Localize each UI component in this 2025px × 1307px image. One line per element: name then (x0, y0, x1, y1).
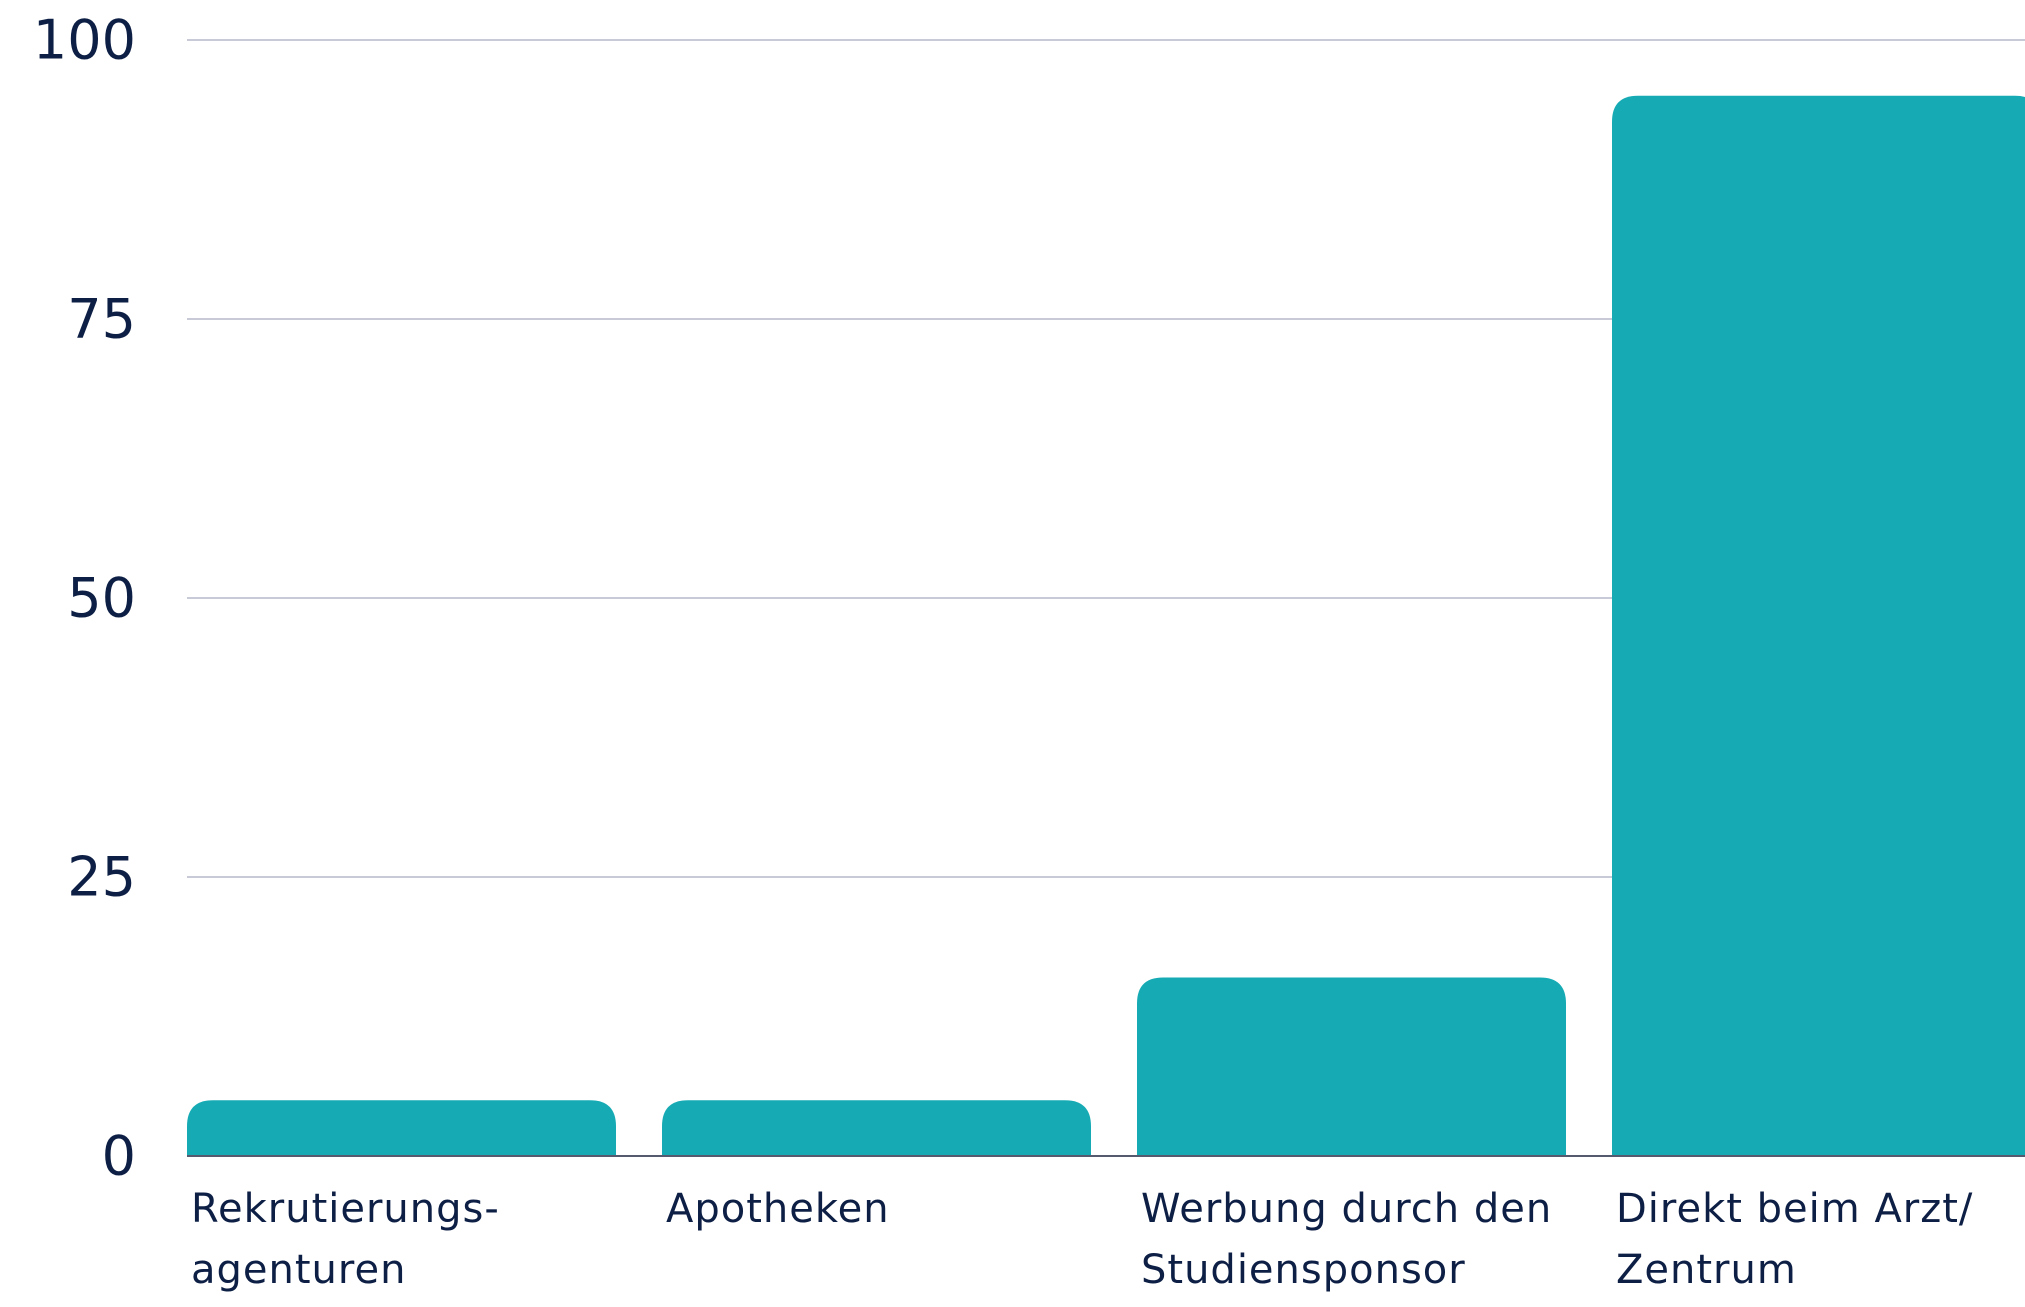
label-line: Direkt beim Arzt/ (1616, 1186, 1973, 1232)
label-line: Werbung durch den (1141, 1186, 1552, 1232)
bar (1137, 977, 1566, 1156)
x-tick-label: Apotheken (666, 1186, 890, 1232)
y-tick-label: 0 (102, 1125, 136, 1188)
x-tick-label: Direkt beim Arzt/Zentrum (1616, 1186, 1973, 1293)
label-line: Rekrutierungs- (191, 1186, 500, 1232)
y-tick-label: 50 (67, 567, 136, 630)
y-tick-label: 100 (33, 9, 136, 72)
label-line: Zentrum (1616, 1247, 1797, 1293)
x-tick-label: Werbung durch den Studiensponsor (1141, 1186, 1552, 1293)
label-line: Apotheken (666, 1186, 890, 1232)
label-line: Studiensponsor (1141, 1247, 1466, 1293)
y-tick-label: 25 (67, 846, 136, 909)
y-tick-label: 75 (67, 288, 136, 351)
bar (1612, 95, 2025, 1156)
label-line: agenturen (191, 1247, 406, 1293)
bar (662, 1100, 1091, 1156)
x-tick-label: Rekrutierungs-agenturen (191, 1186, 500, 1293)
bar (187, 1100, 616, 1156)
